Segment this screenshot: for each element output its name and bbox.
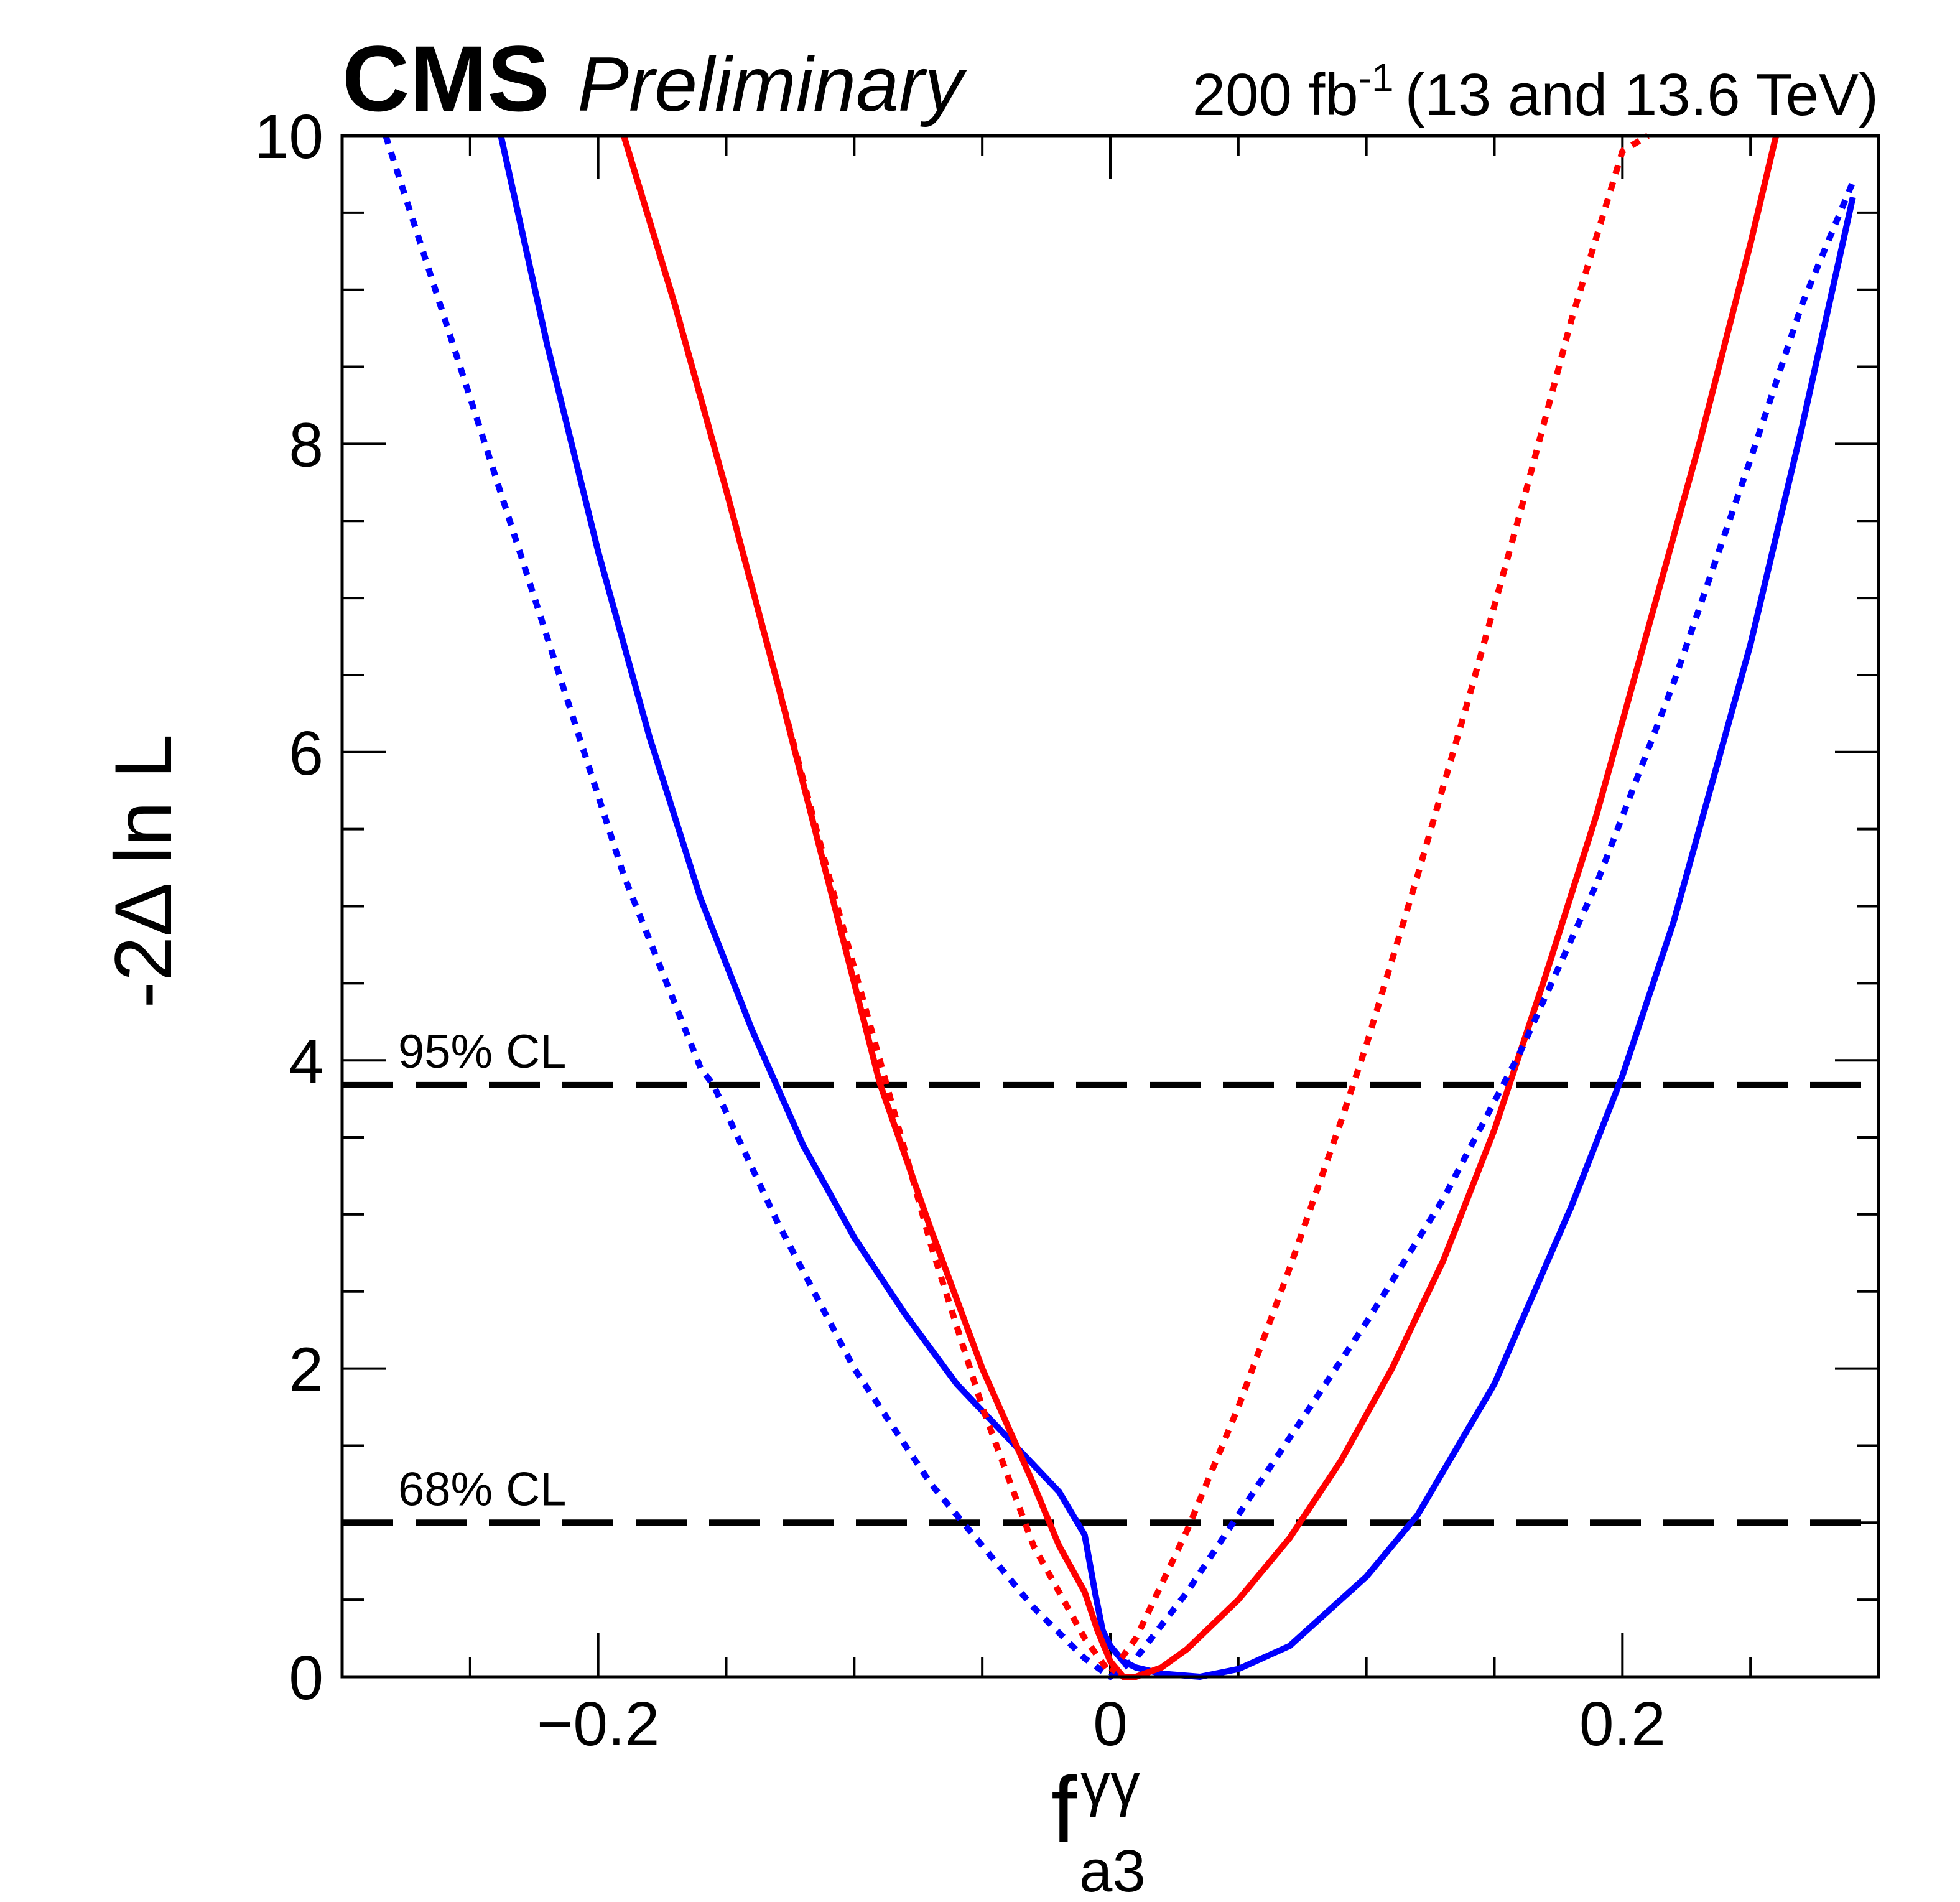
header: CMS Preliminary 200 fb-1 (13 and 13.6 TeV… [342,26,1879,131]
x-axis-label: f γγ a3 [1051,1751,1146,1902]
series-line-red-solid [621,134,1780,1680]
x-tick-label: 0 [1093,1689,1128,1759]
lumi-label: 200 fb-1 (13 and 13.6 TeV) [1192,55,1879,128]
experiment-label: CMS [342,26,549,131]
y-tick-label: 10 [254,102,323,172]
y-tick-label: 2 [289,1335,323,1405]
reference-lines: 95% CL 68% CL [342,1025,1879,1526]
lumi-value: 200 fb [1192,62,1359,128]
series [383,133,1856,1680]
y-tick-label: 4 [289,1027,323,1096]
lumi-energy: (13 and 13.6 TeV) [1405,62,1879,128]
x-tick-label: −0.2 [537,1689,659,1759]
lumi-exponent: -1 [1359,55,1394,100]
cl-label: 95% CL [398,1025,566,1078]
plot-frame [340,134,1880,1679]
y-tick-label: 6 [289,719,323,788]
x-axis-label-subscript: a3 [1079,1838,1146,1902]
y-axis-label: -2Δ ln L [98,734,188,1009]
status-label: Preliminary [577,42,967,128]
x-tick-label: 0.2 [1579,1689,1666,1759]
series-line-red-dotted [621,133,1650,1677]
series-line-blue-dotted [383,134,1856,1680]
y-tick-label: 8 [289,410,323,480]
x-axis-label-superscript: γγ [1080,1751,1140,1817]
y-tick-label: 0 [289,1643,323,1713]
series-line-blue-solid [498,134,1856,1680]
x-axis-label-main: f [1051,1757,1077,1862]
cl-label: 68% CL [398,1463,566,1516]
